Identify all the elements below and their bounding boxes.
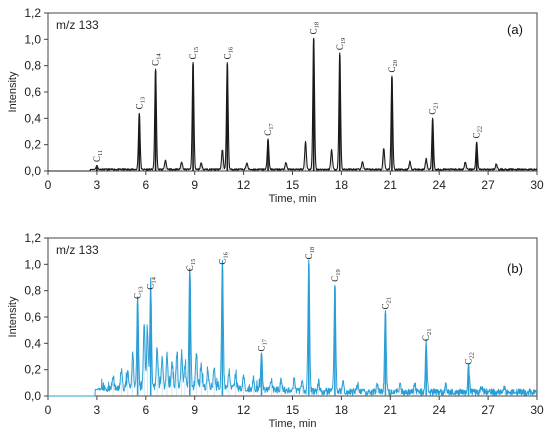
peak-label: C15	[185, 259, 197, 272]
y-tick-label: 1,2	[24, 231, 41, 245]
peak-label: C21	[380, 297, 392, 310]
chromatogram-series-line	[47, 259, 538, 397]
y-tick-label: 0,6	[24, 85, 41, 99]
peak-label: C16	[222, 46, 234, 59]
y-tick-label: 0,0	[24, 389, 41, 403]
y-tick-label: 1,2	[24, 6, 41, 20]
peak-label: C19	[330, 269, 342, 282]
x-tick-label: 15	[286, 403, 300, 417]
x-tick-label: 18	[335, 403, 349, 417]
x-tick-label: 12	[237, 403, 251, 417]
x-tick-label: 3	[94, 178, 101, 192]
y-axis-label: Intensity	[7, 71, 19, 112]
x-tick-label: 15	[286, 178, 300, 192]
x-tick-label: 6	[142, 178, 149, 192]
x-tick-label: 3	[94, 403, 101, 417]
chart-panel-a: 0,0 0,2 0,4 0,6 0,8 1,0 1,2 0 3 6 9 12 15 18 21 24 27 30 T…	[7, 6, 544, 205]
peak-label: C21	[421, 328, 433, 341]
peak-label: C18	[304, 247, 316, 260]
x-axis-label: Time, min	[269, 418, 317, 430]
y-tick-label: 0,2	[24, 363, 41, 377]
plot-frame	[47, 12, 538, 172]
y-tick-label: 0,6	[24, 310, 41, 324]
peak-label: C13	[134, 97, 146, 110]
mz-annotation: m/z 133	[56, 243, 99, 257]
x-tick-label: 24	[433, 178, 447, 192]
y-tick-label: 0,8	[24, 284, 41, 298]
peak-label: C13	[133, 286, 145, 299]
x-tick-label: 9	[191, 403, 198, 417]
panel-label: (b)	[507, 261, 523, 276]
y-tick-label: 1,0	[24, 32, 41, 46]
peak-label: C14	[151, 53, 163, 66]
peak-label: C14	[146, 276, 158, 289]
y-tick-label: 0,2	[24, 138, 41, 152]
x-tick-label: 30	[530, 178, 544, 192]
x-tick-label: 21	[384, 178, 398, 192]
y-tick-label: 0,8	[24, 59, 41, 73]
x-tick-label: 27	[481, 403, 495, 417]
x-tick-label: 0	[45, 178, 52, 192]
peak-label: C20	[387, 60, 399, 73]
y-tick-label: 0,0	[24, 164, 41, 178]
x-tick-label: 9	[191, 178, 198, 192]
x-tick-label: 27	[481, 178, 495, 192]
peak-label: C18	[309, 22, 321, 35]
peak-label: C19	[335, 38, 347, 51]
y-axis-label: Intensity	[7, 296, 19, 337]
x-tick-label: 24	[433, 403, 447, 417]
peak-label: C17	[257, 338, 269, 351]
panel-label: (a)	[507, 22, 523, 37]
peak-label: C22	[472, 126, 484, 139]
mz-annotation: m/z 133	[56, 18, 99, 32]
peak-label: C22	[464, 352, 476, 365]
y-tick-label: 1,0	[24, 257, 41, 271]
chromatogram-series-line	[47, 37, 538, 172]
peak-label: C21	[428, 102, 440, 115]
x-tick-label: 0	[45, 403, 52, 417]
peak-label: C15	[188, 47, 200, 60]
x-tick-label: 18	[335, 178, 349, 192]
peak-label: C17	[263, 122, 275, 135]
x-tick-label: 6	[142, 403, 149, 417]
chart-panel-b: 0,0 0,2 0,4 0,6 0,8 1,0 1,2 0 3 6 9 12 15 18 21 24 27 30 T…	[7, 231, 544, 430]
y-tick-label: 0,4	[24, 336, 41, 350]
peak-label: C16	[217, 251, 229, 264]
x-tick-label: 12	[237, 178, 251, 192]
x-tick-label: 21	[384, 403, 398, 417]
x-tick-label: 30	[530, 403, 544, 417]
y-tick-label: 0,4	[24, 111, 41, 125]
x-axis-label: Time, min	[269, 193, 317, 205]
peak-label: C11	[92, 150, 104, 162]
